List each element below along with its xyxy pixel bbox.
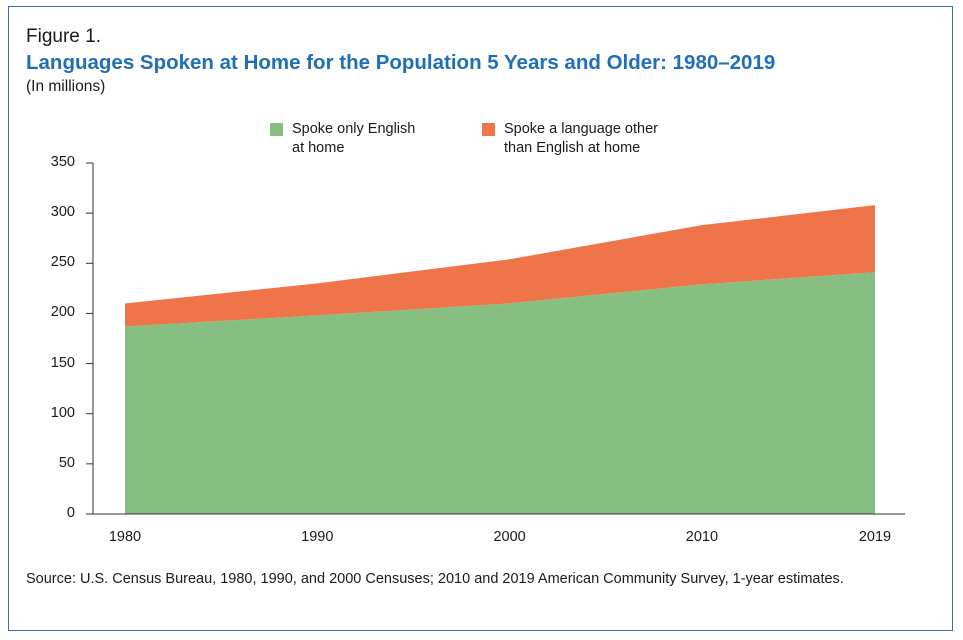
legend-item-other-language: Spoke a language other than English at h…: [482, 120, 658, 158]
y-tick-label-50: 50: [58, 454, 75, 471]
chart-subtitle: (In millions): [26, 78, 106, 95]
y-tick-label-300: 300: [50, 204, 75, 221]
legend-swatch-other-language: [482, 123, 495, 136]
y-tick-label-0: 0: [66, 505, 75, 521]
y-tick-label-100: 100: [50, 404, 75, 421]
y-tick-label-150: 150: [50, 354, 75, 371]
x-tick-label-2000: 2000: [493, 529, 526, 545]
y-tick-label-200: 200: [50, 304, 75, 321]
chart-title: Languages Spoken at Home for the Populat…: [26, 51, 776, 74]
area-series-english: [125, 272, 875, 514]
figure-label: Figure 1.: [26, 26, 101, 47]
legend-swatch-english: [270, 123, 283, 136]
y-axis-ticks: [86, 162, 93, 515]
x-tick-label-1980: 1980: [108, 529, 142, 545]
legend-label-other-language: Spoke a language other than English at h…: [504, 121, 658, 156]
y-tick-label-350: 350: [50, 154, 75, 170]
x-tick-label-2019: 2019: [858, 529, 892, 545]
area-series-other-language: [125, 205, 875, 327]
x-tick-label-2010: 2010: [685, 529, 719, 545]
legend-item-english: Spoke only English at home: [270, 120, 415, 158]
source-note: Source: U.S. Census Bureau, 1980, 1990, …: [26, 571, 844, 587]
x-tick-label-1990: 1990: [301, 529, 334, 545]
y-tick-label-250: 250: [50, 254, 75, 271]
legend-label-english: Spoke only English at home: [292, 121, 416, 156]
